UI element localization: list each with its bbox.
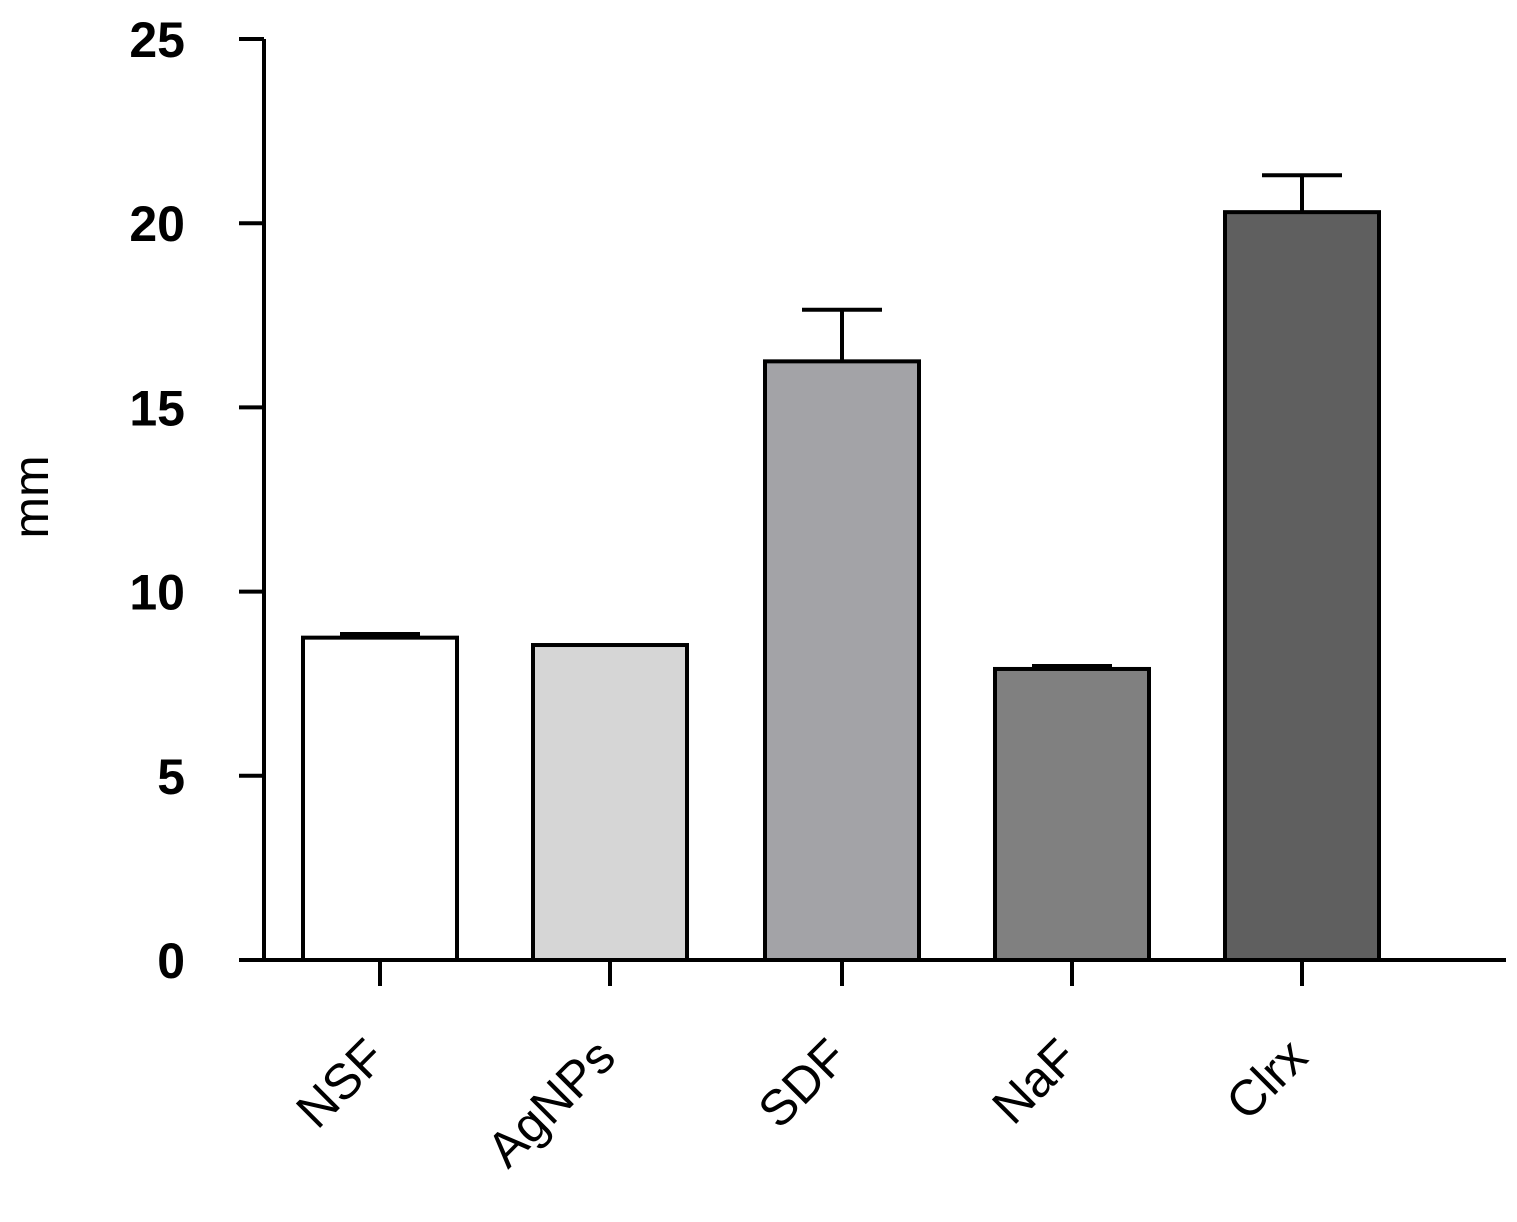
bar-clrx bbox=[1223, 210, 1381, 962]
y-tick-label-15: 15 bbox=[129, 380, 185, 436]
y-tick-label-0: 0 bbox=[157, 933, 185, 989]
bar-naf bbox=[993, 666, 1151, 962]
y-tick-label-5: 5 bbox=[157, 749, 185, 805]
bar-agnps bbox=[531, 643, 689, 962]
y-tick-label-10: 10 bbox=[129, 565, 185, 621]
x-tick-label-naf: NaF bbox=[981, 1028, 1087, 1134]
y-tick-label-20: 20 bbox=[129, 196, 185, 252]
y-tick-label-25: 25 bbox=[129, 12, 185, 68]
x-tick-label-nsf: NSF bbox=[285, 1028, 395, 1138]
x-tick-label-sdf: SDF bbox=[747, 1028, 857, 1138]
plot-area: 0 5 10 15 20 25 NSF AgNPs SDF NaF Clrx bbox=[129, 12, 1506, 1178]
x-tick-label-clrx: Clrx bbox=[1215, 1028, 1317, 1130]
bar-sdf bbox=[763, 359, 921, 963]
y-axis-title: mm bbox=[3, 455, 59, 538]
bar-nsf bbox=[301, 635, 459, 963]
x-tick-label-agnps: AgNPs bbox=[476, 1028, 626, 1178]
